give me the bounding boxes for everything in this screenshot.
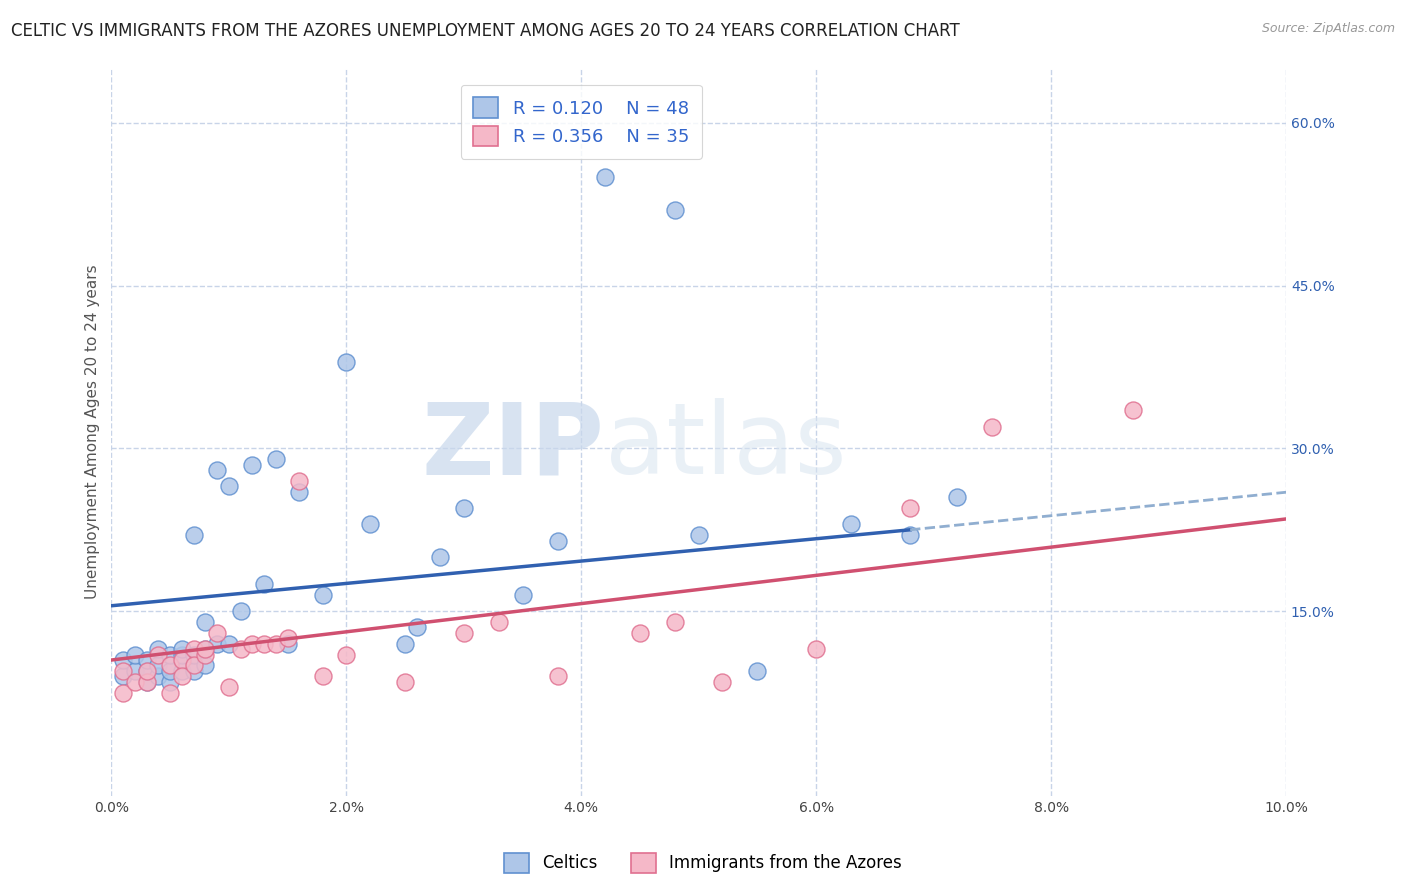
Point (394, 637, 416, 651)
Point (253, 577, 276, 591)
Point (159, 685, 181, 699)
Point (135, 674, 157, 689)
Point (229, 604, 252, 618)
Point (194, 615, 217, 629)
Legend: R = 0.120    N = 48, R = 0.356    N = 35: R = 0.120 N = 48, R = 0.356 N = 35 (461, 85, 702, 159)
Point (135, 674, 157, 689)
Point (547, 533, 569, 548)
Point (253, 637, 276, 651)
Point (264, 452, 287, 467)
Point (170, 669, 193, 683)
Text: CELTIC VS IMMIGRANTS FROM THE AZORES UNEMPLOYMENT AMONG AGES 20 TO 24 YEARS CORR: CELTIC VS IMMIGRANTS FROM THE AZORES UNE… (11, 22, 960, 40)
Point (218, 637, 240, 651)
Point (288, 474, 311, 488)
Text: ZIP: ZIP (422, 398, 605, 495)
Point (218, 680, 240, 694)
Point (218, 479, 240, 493)
Point (453, 626, 475, 640)
Point (159, 658, 181, 673)
Point (124, 664, 146, 678)
Point (170, 653, 193, 667)
Point (240, 637, 263, 651)
Point (628, 626, 651, 640)
Point (205, 626, 228, 640)
Point (205, 463, 228, 477)
Point (429, 549, 451, 564)
Point (159, 674, 181, 689)
Point (124, 648, 146, 662)
Point (593, 169, 616, 184)
Point (148, 648, 170, 662)
Text: Source: ZipAtlas.com: Source: ZipAtlas.com (1261, 22, 1395, 36)
Point (1122, 403, 1144, 417)
Point (335, 354, 357, 368)
Point (148, 669, 170, 683)
Point (512, 588, 534, 602)
Point (277, 637, 299, 651)
Point (194, 642, 217, 657)
Point (359, 517, 381, 532)
Point (183, 658, 205, 673)
Point (405, 620, 427, 634)
Point (312, 669, 335, 683)
Point (240, 458, 263, 472)
Point (841, 517, 863, 532)
Point (183, 648, 205, 662)
Y-axis label: Unemployment Among Ages 20 to 24 years: Unemployment Among Ages 20 to 24 years (86, 265, 100, 599)
Point (135, 664, 157, 678)
Point (135, 664, 157, 678)
Point (688, 528, 710, 542)
Point (112, 653, 135, 667)
Point (898, 501, 921, 516)
Point (112, 664, 135, 678)
Point (981, 419, 1004, 434)
Point (312, 588, 335, 602)
Point (394, 674, 416, 689)
Point (194, 642, 217, 657)
Point (183, 642, 205, 657)
Point (288, 484, 311, 499)
Point (194, 648, 217, 662)
Point (183, 528, 205, 542)
Point (277, 632, 299, 646)
Point (664, 615, 686, 629)
Point (159, 664, 181, 678)
Point (747, 664, 769, 678)
Point (170, 648, 193, 662)
Point (112, 685, 135, 699)
Point (664, 202, 686, 217)
Point (148, 658, 170, 673)
Point (159, 648, 181, 662)
Point (170, 664, 193, 678)
Point (264, 637, 287, 651)
Text: atlas: atlas (605, 398, 846, 495)
Point (183, 664, 205, 678)
Point (205, 637, 228, 651)
Point (453, 501, 475, 516)
Point (898, 528, 921, 542)
Point (804, 642, 827, 657)
Point (488, 615, 510, 629)
Point (112, 669, 135, 683)
Point (229, 642, 252, 657)
Point (148, 642, 170, 657)
Legend: Celtics, Immigrants from the Azores: Celtics, Immigrants from the Azores (498, 847, 908, 880)
Point (547, 669, 569, 683)
Point (135, 653, 157, 667)
Point (170, 642, 193, 657)
Point (946, 490, 969, 504)
Point (711, 674, 734, 689)
Point (194, 658, 217, 673)
Point (335, 648, 357, 662)
Point (124, 674, 146, 689)
